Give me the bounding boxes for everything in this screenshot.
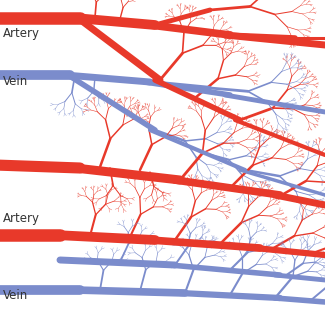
- Text: Vein: Vein: [3, 75, 29, 88]
- Text: Artery: Artery: [3, 212, 40, 225]
- Text: Artery: Artery: [3, 27, 40, 40]
- Text: Vein: Vein: [3, 289, 29, 301]
